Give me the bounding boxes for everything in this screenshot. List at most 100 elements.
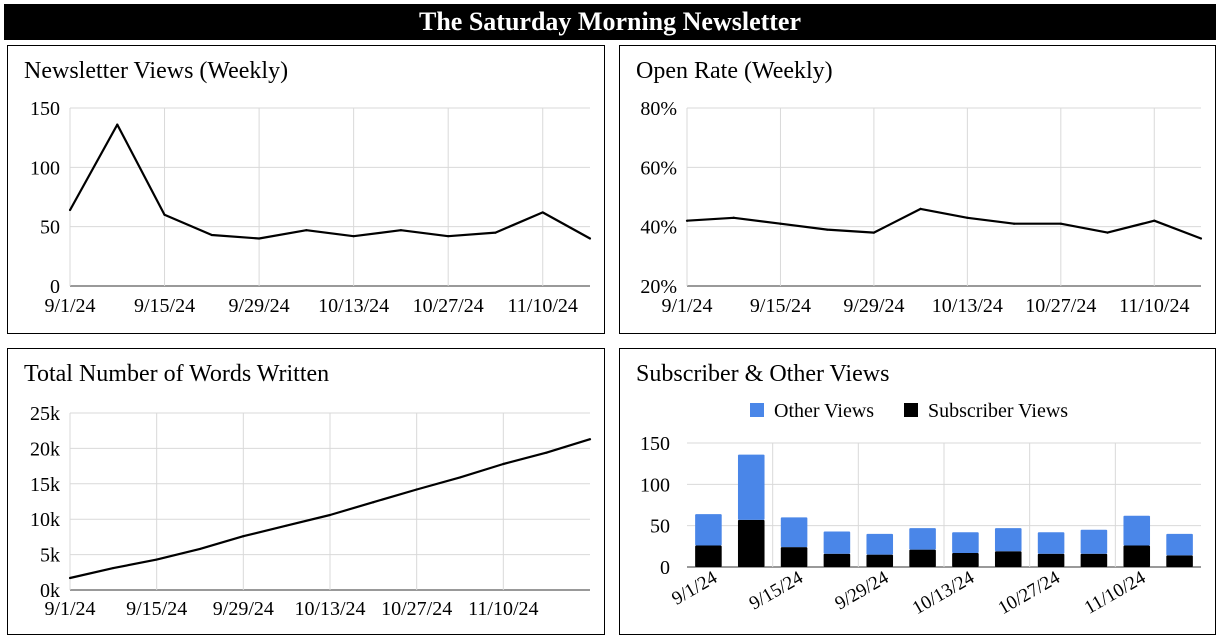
y-tick-label: 40% xyxy=(640,217,677,239)
data-point xyxy=(588,438,592,441)
y-tick-label: 20k xyxy=(30,438,60,460)
series-line xyxy=(69,123,591,240)
legend-label: Subscriber Views xyxy=(928,400,1068,422)
x-tick-label: 11/10/24 xyxy=(1119,295,1189,317)
series-line xyxy=(686,207,1202,240)
bar-subscriber-views xyxy=(737,519,765,567)
chart-panel-open-rate: Open Rate (Weekly) 20% 40% 60% 80% 9/1/24 9/1… xyxy=(619,45,1216,334)
data-point xyxy=(1059,222,1062,225)
data-point xyxy=(919,207,922,210)
y-tick-label: 50 xyxy=(40,217,60,239)
data-point xyxy=(372,501,375,504)
x-tick-label: 9/1/24 xyxy=(44,598,95,620)
y-tick-label: 60% xyxy=(640,157,677,179)
data-point xyxy=(1106,231,1109,234)
bar-other-views xyxy=(1037,532,1065,554)
legend-swatch xyxy=(750,403,764,417)
bar-other-views xyxy=(1123,515,1151,546)
bar-subscriber-views xyxy=(823,553,851,567)
x-tick-label: 9/29/24 xyxy=(229,295,290,317)
bar-other-views xyxy=(823,531,851,554)
x-tick-label: 11/10/24 xyxy=(1081,567,1150,619)
data-point xyxy=(494,231,497,234)
data-point xyxy=(502,462,505,466)
chart-title-subscriber-views: Subscriber & Other Views xyxy=(636,361,890,387)
y-tick-label: 100 xyxy=(640,474,670,496)
data-point xyxy=(163,213,166,216)
y-tick-label: 25k xyxy=(30,403,60,425)
y-tick-label: 150 xyxy=(640,433,670,455)
bar-other-views xyxy=(780,517,808,548)
bar-other-views xyxy=(909,528,936,550)
x-tick-label: 10/13/24 xyxy=(932,295,1003,317)
data-point xyxy=(545,451,548,454)
bar-other-views xyxy=(737,454,765,520)
y-tick-label: 20% xyxy=(640,276,677,298)
bar-subscriber-views xyxy=(994,551,1022,567)
x-tick-label: 10/27/24 xyxy=(381,598,452,620)
data-point xyxy=(685,219,689,222)
x-tick-label: 9/1/24 xyxy=(661,295,712,317)
x-tick-label: 9/15/24 xyxy=(134,295,195,317)
data-point xyxy=(826,228,829,231)
x-tick-label: 11/10/24 xyxy=(508,295,578,317)
subscriber-views-chart: 0 50 100 150 9/1/24 9/15/24 9/29/24 10/13/24 10/… xyxy=(640,400,1201,619)
bar-subscriber-views xyxy=(1080,553,1108,567)
y-tick-label: 150 xyxy=(30,98,60,120)
data-point xyxy=(399,229,403,232)
data-point xyxy=(1153,219,1156,222)
legend-swatch xyxy=(904,403,918,417)
x-tick-label: 9/29/24 xyxy=(213,598,274,620)
x-tick-label: 10/27/24 xyxy=(995,567,1064,619)
chart-panel-views: Newsletter Views (Weekly) 0 50 100 150 9/1/2… xyxy=(7,45,605,334)
bar-subscriber-views xyxy=(909,549,936,567)
data-point xyxy=(966,216,969,219)
x-tick-label: 10/27/24 xyxy=(413,295,484,317)
y-tick-label: 15k xyxy=(30,474,60,496)
words-chart: 0k 5k 10k 15k 20k 25k 9/1/24 9/15/24 9/29/24 10/1… xyxy=(30,403,592,620)
bar-subscriber-views xyxy=(1123,545,1151,567)
x-tick-label: 9/1/24 xyxy=(44,295,95,317)
data-point xyxy=(872,231,876,234)
x-tick-label: 9/1/24 xyxy=(668,567,721,610)
chart-title-words: Total Number of Words Written xyxy=(24,361,330,387)
dashboard-banner: The Saturday Morning Newsletter xyxy=(4,4,1216,40)
legend-label: Other Views xyxy=(774,400,874,422)
x-tick-label: 9/15/24 xyxy=(750,295,811,317)
bar-other-views xyxy=(866,533,894,555)
data-point xyxy=(588,237,592,240)
chart-title-open-rate: Open Rate (Weekly) xyxy=(636,58,833,84)
data-point xyxy=(257,237,261,240)
x-tick-label: 9/29/24 xyxy=(843,295,904,317)
data-point xyxy=(210,233,213,237)
x-tick-label: 10/13/24 xyxy=(909,567,978,619)
data-point xyxy=(779,222,782,225)
y-tick-label: 5k xyxy=(40,545,60,567)
y-tick-label: 10k xyxy=(30,509,60,531)
data-point xyxy=(116,123,119,126)
data-point xyxy=(285,524,288,527)
data-point xyxy=(458,476,462,479)
y-tick-label: 100 xyxy=(30,157,60,179)
data-point xyxy=(732,216,735,219)
x-tick-label: 9/29/24 xyxy=(831,567,892,614)
data-point xyxy=(352,235,355,238)
bar-other-views xyxy=(994,528,1022,552)
bar-subscriber-views xyxy=(1037,553,1065,567)
bar-subscriber-views xyxy=(1166,555,1193,567)
data-point xyxy=(541,211,544,214)
bar-other-views xyxy=(1080,529,1108,554)
data-point xyxy=(1199,237,1203,240)
x-tick-label: 11/10/24 xyxy=(468,598,538,620)
bar-other-views xyxy=(1166,533,1193,556)
data-point xyxy=(112,566,115,570)
y-tick-label: 80% xyxy=(640,98,677,120)
y-tick-label: 0k xyxy=(40,580,60,602)
data-point xyxy=(305,229,308,232)
bar-subscriber-views xyxy=(952,552,979,567)
x-tick-label: 9/15/24 xyxy=(746,567,807,614)
bar-subscriber-views xyxy=(695,545,722,567)
open-rate-chart: 20% 40% 60% 80% 9/1/24 9/15/24 9/29/24 10/13/24… xyxy=(640,98,1203,317)
y-tick-label: 0 xyxy=(50,276,60,298)
chart-panel-subscriber-views: Subscriber & Other Views 0 50 100 150 9/1/24… xyxy=(619,348,1216,635)
